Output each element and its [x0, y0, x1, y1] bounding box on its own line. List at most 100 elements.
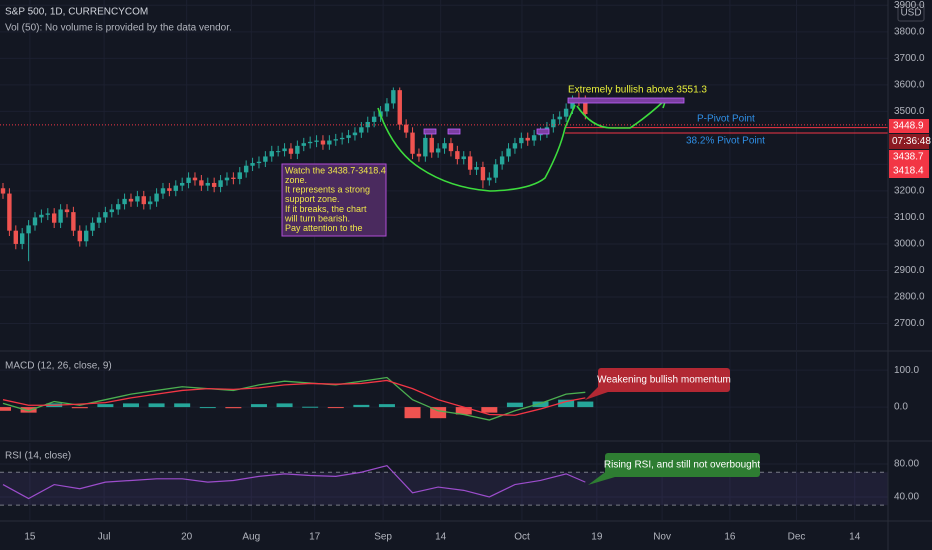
candle-body: [519, 137, 524, 144]
candle-body: [416, 153, 422, 157]
candle-body: [551, 119, 556, 128]
candle-body: [26, 225, 31, 234]
pivot-label: P-Pivot Point: [697, 114, 755, 125]
x-tick-label: Dec: [788, 532, 806, 543]
macd-histogram-bar: [430, 407, 447, 419]
y-tick-label: 2700.0: [894, 318, 925, 329]
macd-histogram-bar: [353, 404, 370, 408]
candle-body: [160, 188, 166, 194]
candle-body: [365, 121, 370, 128]
price-tag-label: 3418.4: [893, 166, 924, 177]
candle-body: [90, 222, 95, 231]
note-line: support zone.: [285, 194, 340, 204]
candle-body: [224, 177, 230, 181]
candle-body: [480, 167, 486, 181]
candle-body: [103, 212, 108, 218]
price-tag: [889, 164, 929, 178]
candle-body: [256, 161, 262, 164]
macd-histogram-bar: [250, 404, 267, 408]
y-tick-label: 40.00: [894, 492, 919, 503]
fib-pivot-label: 38.2% Pivot Point: [686, 136, 765, 147]
y-tick-label: 3000.0: [894, 239, 925, 250]
x-tick-label: Oct: [514, 532, 530, 543]
x-tick-label: Jul: [98, 532, 111, 543]
candle-body: [371, 116, 377, 122]
note-line: Pay attention to the: [285, 223, 363, 233]
candle-body: [13, 230, 18, 244]
candle-body: [282, 148, 287, 152]
candle-body: [493, 164, 498, 178]
x-tick-label: Aug: [242, 532, 260, 543]
candle-body: [32, 217, 38, 226]
y-tick-label: 3600.0: [894, 79, 925, 90]
macd-histogram-bar: [577, 401, 594, 408]
candle-body: [0, 188, 6, 194]
note-line: will turn bearish.: [284, 213, 350, 223]
candle-body: [19, 233, 25, 244]
y-tick-label: 3100.0: [894, 212, 925, 223]
candle-body: [320, 140, 326, 145]
y-tick-label: 2900.0: [894, 265, 925, 276]
x-tick-label: 14: [435, 532, 447, 543]
candle-body: [250, 163, 255, 166]
macd-histogram-bar: [506, 402, 523, 408]
marks: [0, 87, 888, 506]
candle-body: [423, 137, 428, 157]
rsi-line: [2, 464, 586, 500]
axis: 15 Jul 20 Aug 17 Sep 14 Oct 19 Nov 16 Dec 14 3900.0 38…: [24, 0, 931, 543]
candle-body: [461, 156, 466, 160]
candle-body: [71, 212, 76, 231]
x-tick-label: Sep: [374, 532, 392, 543]
volume-note: Vol (50): No volume is provided by the d…: [5, 23, 232, 34]
candle-body: [359, 127, 364, 133]
macd-histogram-bar: [455, 407, 472, 415]
x-tick-label: 15: [24, 532, 36, 543]
candle-body: [115, 204, 121, 210]
candle-body: [237, 172, 242, 179]
candle-body: [205, 182, 210, 186]
y-tick-label: 3200.0: [894, 186, 925, 197]
y-tick-label: 0.0: [894, 402, 908, 413]
y-tick-label: 80.00: [894, 459, 919, 470]
price-tag-label: 3448.9: [893, 121, 924, 132]
candle-body: [346, 135, 351, 138]
candle-body: [96, 217, 102, 223]
cup-drawing: [377, 104, 576, 192]
candle-body: [327, 140, 332, 145]
note-line: It represents a strong: [285, 185, 370, 195]
price-tag: [889, 119, 929, 133]
macd-histogram-bar: [122, 403, 139, 408]
candle-body: [314, 140, 319, 142]
bullish-annotation: Extremely bullish above 3551.3: [568, 85, 707, 96]
candle-body: [352, 132, 358, 136]
y-tick-label: 3900.0: [894, 0, 925, 11]
rsi-title: RSI (14, close): [5, 451, 71, 462]
candle-body: [192, 177, 198, 181]
macd-histogram-bar: [404, 407, 421, 419]
rsi-band: [0, 472, 888, 506]
candle-body: [410, 132, 415, 154]
unit-label[interactable]: USD: [900, 8, 921, 19]
candle-body: [487, 177, 492, 181]
candle-body: [384, 103, 390, 112]
candle-body: [275, 151, 281, 153]
candle-body: [77, 230, 82, 242]
candle-body: [141, 196, 146, 205]
note-line: Watch the 3438.7-3418.4: [285, 165, 386, 175]
macd-histogram-bar: [174, 403, 191, 408]
macd-callout: Weakening bullish momentum: [597, 375, 731, 386]
candle-body: [474, 167, 479, 170]
candle-body: [51, 213, 57, 223]
candle-body: [583, 100, 588, 115]
candle-body: [557, 116, 562, 120]
macd-histogram-bar: [481, 407, 498, 413]
candle-body: [269, 151, 274, 157]
macd-line: [2, 379, 586, 416]
candle-body: [455, 151, 460, 160]
price-tag: [889, 150, 929, 164]
unit-box[interactable]: [897, 4, 925, 22]
candle-body: [64, 209, 70, 213]
candle-body: [525, 137, 530, 141]
note-line: If it breaks, the chart: [285, 204, 367, 214]
